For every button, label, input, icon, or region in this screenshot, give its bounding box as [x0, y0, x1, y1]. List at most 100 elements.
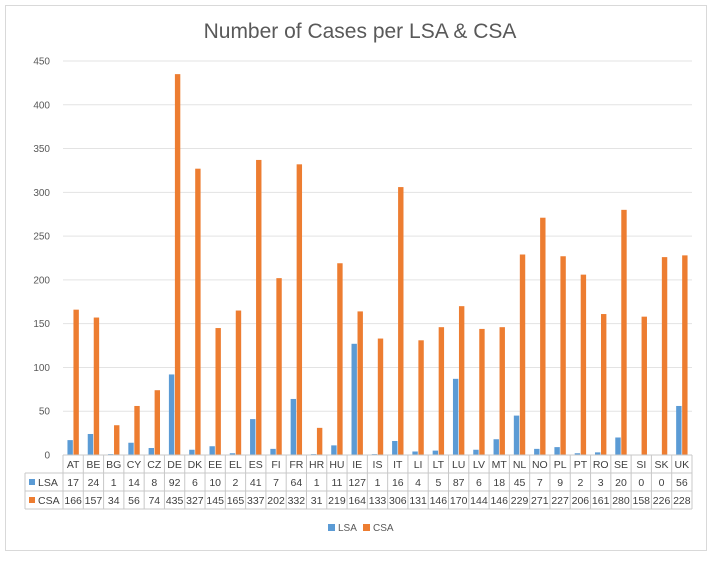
data-label: 11 — [331, 477, 342, 489]
category-label: DK — [188, 459, 203, 471]
category-label: PT — [574, 459, 588, 471]
category-label: IT — [393, 459, 403, 471]
category-label: FI — [271, 459, 280, 471]
bar-lsa-cz — [148, 448, 155, 455]
data-label: 64 — [290, 477, 302, 489]
data-label: 327 — [186, 495, 204, 507]
bar-csa-cy — [134, 405, 140, 455]
bar-csa-fi — [276, 278, 282, 455]
bar-lsa-dk — [189, 449, 195, 455]
data-label: 0 — [659, 477, 665, 489]
bar-lsa-ee — [209, 446, 215, 455]
bar-lsa-lu — [452, 378, 459, 455]
category-label: MT — [492, 459, 508, 471]
data-label: 271 — [531, 495, 549, 507]
data-label: 4 — [415, 477, 421, 489]
bar-csa-se — [621, 209, 627, 455]
y-tick-label: 300 — [33, 188, 50, 199]
data-label: 6 — [476, 477, 482, 489]
data-label: 228 — [673, 495, 691, 507]
bar-csa-el — [235, 310, 242, 455]
data-label: 1 — [314, 477, 320, 489]
bar-lsa-pl — [554, 447, 560, 455]
category-label: BG — [106, 459, 121, 471]
data-label: 161 — [592, 495, 610, 507]
data-label: 435 — [166, 495, 184, 507]
data-label: 146 — [490, 495, 508, 507]
category-label: EL — [229, 459, 242, 471]
category-label: LV — [473, 459, 485, 471]
bar-csa-pl — [560, 256, 566, 455]
data-label: 34 — [108, 495, 120, 507]
bar-csa-dk — [195, 168, 201, 455]
bar-lsa-es — [250, 419, 256, 455]
y-tick-label: 100 — [33, 363, 50, 374]
category-label: CY — [127, 459, 142, 471]
y-tick-label: 200 — [33, 275, 50, 286]
bar-csa-ro — [600, 314, 607, 455]
chart-title: Number of Cases per LSA & CSA — [204, 20, 517, 43]
y-tick-label: 0 — [44, 451, 50, 462]
data-label: 166 — [64, 495, 82, 507]
category-label: HU — [329, 459, 344, 471]
category-label: SE — [614, 459, 628, 471]
bar-csa-at — [73, 309, 79, 455]
data-label: 3 — [598, 477, 604, 489]
bar-lsa-be — [87, 433, 94, 455]
category-label: IS — [373, 459, 383, 471]
y-tick-label: 400 — [33, 100, 50, 111]
bar-lsa-nl — [513, 415, 520, 455]
category-label: LI — [414, 459, 423, 471]
bar-csa-ie — [357, 311, 363, 455]
bar-lsa-cy — [128, 442, 134, 455]
legend: LSA CSA — [328, 523, 394, 534]
y-tick-label: 50 — [39, 407, 51, 418]
bar-csa-lv — [479, 328, 485, 455]
category-label: LU — [452, 459, 465, 471]
data-label: 20 — [615, 477, 627, 489]
category-label: FR — [289, 459, 303, 471]
data-label: 306 — [389, 495, 407, 507]
category-label: BE — [86, 459, 100, 471]
y-tick-label: 450 — [33, 57, 50, 68]
data-label: 227 — [551, 495, 569, 507]
category-label: CZ — [147, 459, 162, 471]
legend-label-csa: CSA — [373, 523, 394, 534]
data-label: 146 — [430, 495, 448, 507]
data-label: 17 — [67, 477, 79, 489]
data-label: 280 — [612, 495, 630, 507]
category-label: NO — [532, 459, 548, 471]
bar-csa-hr — [316, 427, 323, 455]
data-label: 229 — [511, 495, 529, 507]
data-label: 18 — [493, 477, 505, 489]
data-label: 6 — [192, 477, 198, 489]
category-label: PL — [554, 459, 567, 471]
data-label: 332 — [288, 495, 306, 507]
bar-csa-cz — [154, 390, 161, 455]
bar-csa-si — [641, 316, 647, 455]
y-tick-label: 150 — [33, 319, 50, 330]
y-tick-label: 250 — [33, 232, 50, 243]
data-label: 14 — [128, 477, 140, 489]
data-label: 41 — [250, 477, 262, 489]
bars — [67, 74, 688, 455]
data-label: 10 — [209, 477, 221, 489]
bar-csa-sk — [661, 257, 668, 455]
category-label: DE — [167, 459, 182, 471]
data-label: 7 — [537, 477, 543, 489]
bar-csa-de — [174, 74, 181, 455]
bar-csa-ee — [215, 328, 221, 455]
data-label: 2 — [233, 477, 239, 489]
data-label: 56 — [128, 495, 140, 507]
data-label: 24 — [88, 477, 100, 489]
data-label: 5 — [435, 477, 441, 489]
data-label: 165 — [227, 495, 245, 507]
category-label: SI — [636, 459, 646, 471]
data-label: 170 — [450, 495, 468, 507]
bar-lsa-mt — [493, 439, 499, 455]
bar-csa-pt — [580, 274, 587, 455]
legend-key-lsa — [29, 479, 35, 485]
data-table: AT BE BG CY CZ DE DK EE EL ES FI FR HR HU IE IS IT LI LT LU… — [24, 454, 693, 510]
data-label: 7 — [273, 477, 279, 489]
